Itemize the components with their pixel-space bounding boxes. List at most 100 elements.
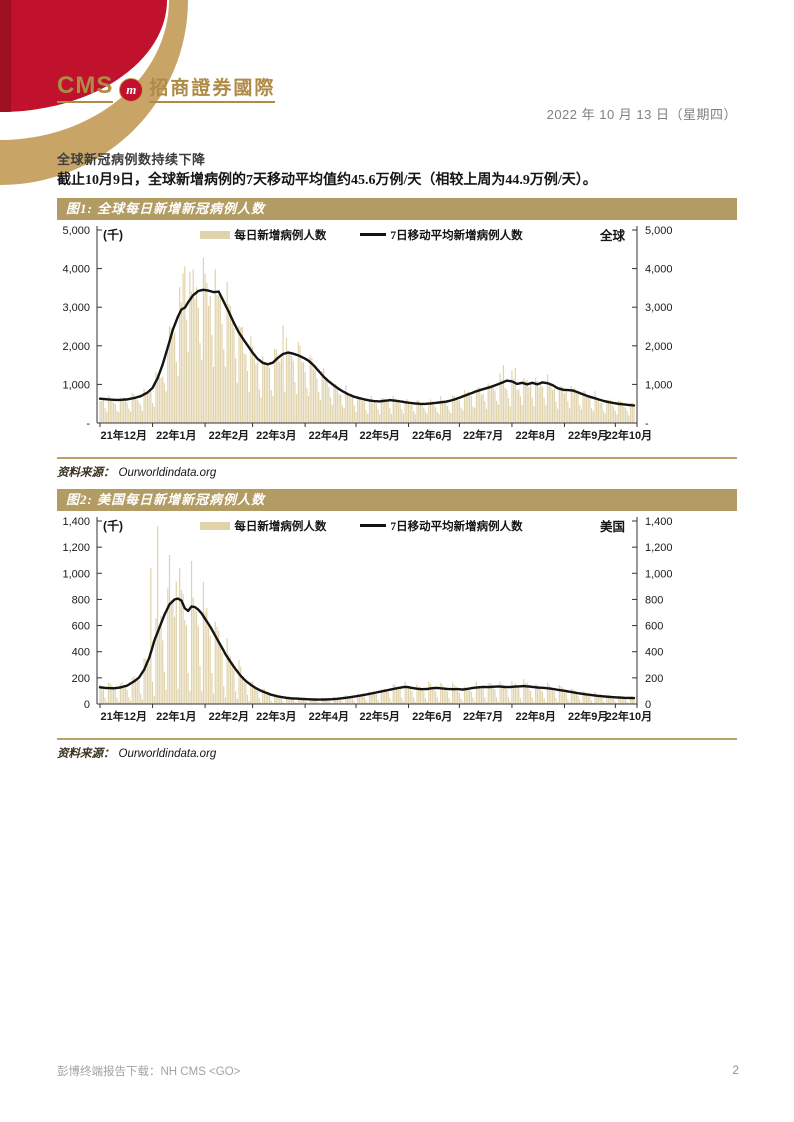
corner-decoration	[0, 0, 188, 185]
logo-cms-text: CMS	[57, 74, 114, 103]
svg-text:-: -	[86, 418, 90, 430]
line-swatch-icon	[360, 233, 387, 236]
dark-red-edge-strip	[0, 0, 11, 112]
legend: 每日新增病例人数 7日移动平均新增病例人数	[123, 227, 600, 243]
legend-item-line: 7日移动平均新增病例人数	[360, 227, 523, 243]
figure-2-title: 图2: 美国每日新增新冠病例人数	[57, 489, 737, 511]
legend-line-label: 7日移动平均新增病例人数	[390, 520, 523, 533]
report-date: 2022 年 10 月 13 日（星期四）	[546, 107, 737, 122]
y-tick-labels: 0 0 200 200 400 400 600 600 800 800 1,000 1,000 1,20…	[62, 516, 672, 711]
svg-text:0: 0	[84, 699, 90, 711]
svg-text:22年10月: 22年10月	[606, 428, 652, 442]
svg-text:5,000: 5,000	[62, 225, 90, 237]
svg-text:22年7月: 22年7月	[463, 428, 503, 442]
legend-item-line: 7日移动平均新增病例人数	[360, 518, 523, 534]
svg-text:600: 600	[645, 621, 663, 633]
page-footer: 彭博终端报告下载：NH CMS <GO> 2	[57, 1063, 739, 1079]
svg-text:400: 400	[645, 647, 663, 659]
figure-2-chart-area: 0 0 200 200 400 400 600 600 800 800 1,000 1,000 1,20…	[57, 511, 737, 737]
svg-text:22年7月: 22年7月	[463, 709, 503, 723]
svg-text:22年2月: 22年2月	[209, 709, 249, 723]
unit-label: (千)	[103, 228, 123, 242]
svg-text:4,000: 4,000	[645, 264, 673, 276]
svg-text:2,000: 2,000	[62, 341, 90, 353]
moving-average-line	[98, 288, 636, 407]
svg-text:22年10月: 22年10月	[606, 709, 652, 723]
svg-text:22年3月: 22年3月	[256, 709, 296, 723]
figure-bottom-rule	[57, 738, 737, 740]
figure-1-chart-canvas: - - 1,000 1,000 2,000 2,000 3,000 3,000 4,000 4,0…	[62, 225, 672, 442]
source-value: Ourworldindata.org	[118, 748, 217, 760]
svg-text:200: 200	[645, 673, 663, 685]
figure-2-source: 资料来源： Ourworldindata.org	[57, 745, 737, 761]
svg-text:22年3月: 22年3月	[256, 428, 296, 442]
svg-text:800: 800	[72, 594, 90, 606]
figure-1-chart-area: - - 1,000 1,000 2,000 2,000 3,000 3,000 4,000 4,0…	[57, 220, 737, 456]
y-tick-labels: - - 1,000 1,000 2,000 2,000 3,000 3,000 4,000 4,0…	[62, 225, 672, 430]
body-paragraph: 截止10月9日，全球新增病例的7天移动平均值约45.6万例/天（相较上周为44.…	[57, 173, 597, 188]
source-label: 资料来源：	[57, 748, 115, 760]
logo-m-icon: m	[119, 78, 144, 102]
svg-text:0: 0	[645, 699, 651, 711]
svg-text:3,000: 3,000	[645, 302, 673, 314]
svg-text:1,000: 1,000	[645, 379, 673, 391]
svg-text:22年6月: 22年6月	[412, 428, 452, 442]
svg-text:-: -	[645, 418, 649, 430]
axes	[96, 226, 638, 427]
legend-line-label: 7日移动平均新增病例人数	[390, 229, 523, 242]
x-tick-labels: 21年12月 22年1月 22年2月 22年3月 22年4月 22年5月 22年6月 22年7…	[100, 428, 652, 442]
svg-text:22年5月: 22年5月	[360, 709, 400, 723]
svg-text:3,000: 3,000	[62, 302, 90, 314]
svg-text:22年1月: 22年1月	[156, 709, 196, 723]
x-tick-labels: 21年12月 22年1月 22年2月 22年3月 22年4月 22年5月 22年6月 22年7…	[100, 709, 652, 723]
legend: 每日新增病例人数 7日移动平均新增病例人数	[123, 518, 600, 534]
svg-text:22年1月: 22年1月	[156, 428, 196, 442]
legend-item-bars: 每日新增病例人数	[200, 227, 326, 243]
figure-1-legend-row: (千) 每日新增病例人数 7日移动平均新增病例人数 全球	[103, 225, 625, 244]
svg-text:1,400: 1,400	[62, 516, 90, 528]
svg-text:22年6月: 22年6月	[412, 709, 452, 723]
svg-text:4,000: 4,000	[62, 264, 90, 276]
svg-text:600: 600	[72, 621, 90, 633]
page-number: 2	[732, 1063, 739, 1077]
svg-text:1,000: 1,000	[62, 568, 90, 580]
svg-text:5,000: 5,000	[645, 225, 673, 237]
section-heading: 全球新冠病例数持续下降	[57, 152, 206, 167]
svg-text:22年4月: 22年4月	[309, 428, 349, 442]
line-swatch-icon	[360, 524, 387, 527]
figure-2-chart-canvas: 0 0 200 200 400 400 600 600 800 800 1,000 1,000 1,20…	[62, 516, 672, 723]
cms-logo: CMS m 招商證券國際	[57, 74, 276, 103]
region-label: 美国	[599, 520, 625, 534]
source-label: 资料来源：	[57, 467, 115, 479]
svg-text:1,000: 1,000	[645, 568, 673, 580]
bar-swatch-icon	[200, 521, 231, 530]
svg-text:200: 200	[72, 673, 90, 685]
figure-1-source: 资料来源： Ourworldindata.org	[57, 464, 737, 480]
svg-text:1,000: 1,000	[62, 379, 90, 391]
svg-text:22年4月: 22年4月	[309, 709, 349, 723]
footer-download-note: 彭博终端报告下载：NH CMS <GO>	[57, 1066, 241, 1078]
unit-label: (千)	[103, 519, 123, 533]
axes	[96, 517, 638, 708]
svg-text:22年5月: 22年5月	[360, 428, 400, 442]
daily-bars-series	[99, 526, 635, 704]
svg-text:22年2月: 22年2月	[209, 428, 249, 442]
svg-text:400: 400	[72, 647, 90, 659]
logo-chinese-name: 招商證券國際	[149, 79, 276, 103]
figure-1-title: 图1: 全球每日新增新冠病例人数	[57, 198, 737, 220]
figure-2-legend-row: (千) 每日新增病例人数 7日移动平均新增病例人数 美国	[103, 516, 625, 535]
svg-text:21年12月: 21年12月	[100, 709, 146, 723]
svg-text:22年9月: 22年9月	[568, 428, 608, 442]
legend-bars-label: 每日新增病例人数	[234, 229, 327, 242]
daily-bars-series	[99, 257, 635, 423]
svg-text:1,400: 1,400	[645, 516, 673, 528]
svg-text:1,200: 1,200	[645, 542, 673, 554]
legend-bars-label: 每日新增病例人数	[234, 520, 327, 533]
legend-item-bars: 每日新增病例人数	[200, 518, 326, 534]
figure-1: 图1: 全球每日新增新冠病例人数 - - 1,000 1,000 2,000 2,000 3…	[57, 198, 737, 480]
region-label: 全球	[599, 229, 625, 243]
svg-text:800: 800	[645, 594, 663, 606]
red-corner-shape	[0, 0, 167, 112]
bar-swatch-icon	[200, 230, 231, 239]
figure-bottom-rule	[57, 457, 737, 459]
